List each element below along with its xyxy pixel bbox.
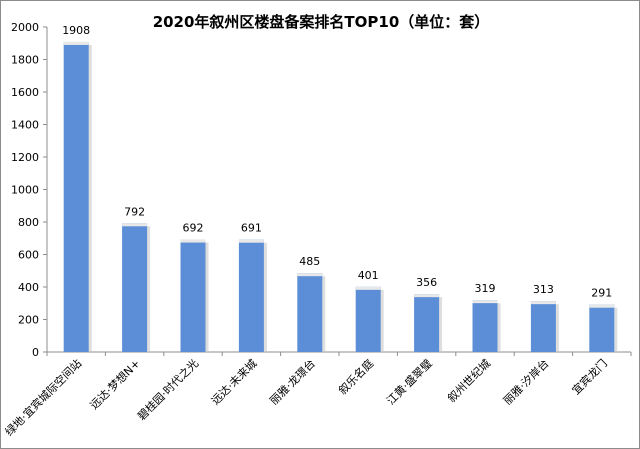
category-label: 丽雅·汐岸台 — [500, 356, 551, 407]
data-label: 356 — [416, 276, 437, 289]
bar-top-cap — [180, 239, 206, 243]
data-label: 485 — [299, 255, 320, 268]
bar — [297, 273, 323, 352]
y-tick-label: 2000 — [11, 21, 39, 34]
y-tick-label: 1000 — [11, 184, 39, 197]
category-label: 叙州世纪城 — [444, 356, 493, 405]
bar — [530, 301, 556, 352]
bar — [180, 239, 206, 352]
y-tick-label: 200 — [18, 314, 39, 327]
bar — [63, 41, 89, 352]
data-label: 692 — [183, 222, 204, 235]
y-tick-label: 1800 — [11, 54, 39, 67]
bar-top-cap — [63, 41, 89, 45]
y-tick-label: 0 — [32, 346, 39, 359]
bar — [472, 300, 498, 352]
y-tick-label: 1400 — [11, 119, 39, 132]
category-label: 远达·未来城 — [209, 357, 260, 408]
category-label: 宜宾龙门 — [569, 356, 610, 397]
category-label: 远达·梦想N+ — [87, 356, 143, 412]
bar-top-cap — [589, 304, 615, 308]
bar — [238, 239, 264, 352]
bar-top-cap — [530, 301, 556, 305]
bar-top-cap — [414, 294, 440, 298]
data-label: 401 — [358, 269, 379, 282]
category-label: 丽雅·龙璟台 — [267, 356, 318, 407]
category-label: 绿地·宜宾城际空间站 — [2, 356, 84, 438]
bar-top-cap — [297, 273, 323, 277]
bar — [589, 304, 615, 352]
data-label: 319 — [475, 282, 496, 295]
bar — [414, 294, 440, 352]
chart-title: 2020年叙州区楼盘备案排名TOP10（单位：套） — [152, 13, 490, 31]
category-label: 碧桂园·时代之光 — [134, 356, 201, 423]
data-label: 691 — [241, 222, 262, 235]
y-tick-label: 600 — [18, 249, 39, 262]
data-label: 291 — [591, 287, 612, 300]
data-label: 1908 — [62, 24, 90, 37]
bar — [355, 286, 381, 352]
y-tick-label: 400 — [18, 281, 39, 294]
y-tick-label: 1600 — [11, 86, 39, 99]
bar-top-cap — [472, 300, 498, 304]
bar-top-cap — [238, 239, 264, 243]
category-label: 叙乐名庭 — [335, 356, 376, 397]
bar-top-cap — [355, 286, 381, 290]
bar-top-cap — [122, 223, 148, 227]
y-tick-label: 1200 — [11, 151, 39, 164]
bar — [122, 223, 148, 352]
data-label: 792 — [124, 205, 145, 218]
data-label: 313 — [533, 283, 554, 296]
y-tick-label: 800 — [18, 216, 39, 229]
category-label: 江黄·盛翠璧 — [383, 356, 434, 407]
